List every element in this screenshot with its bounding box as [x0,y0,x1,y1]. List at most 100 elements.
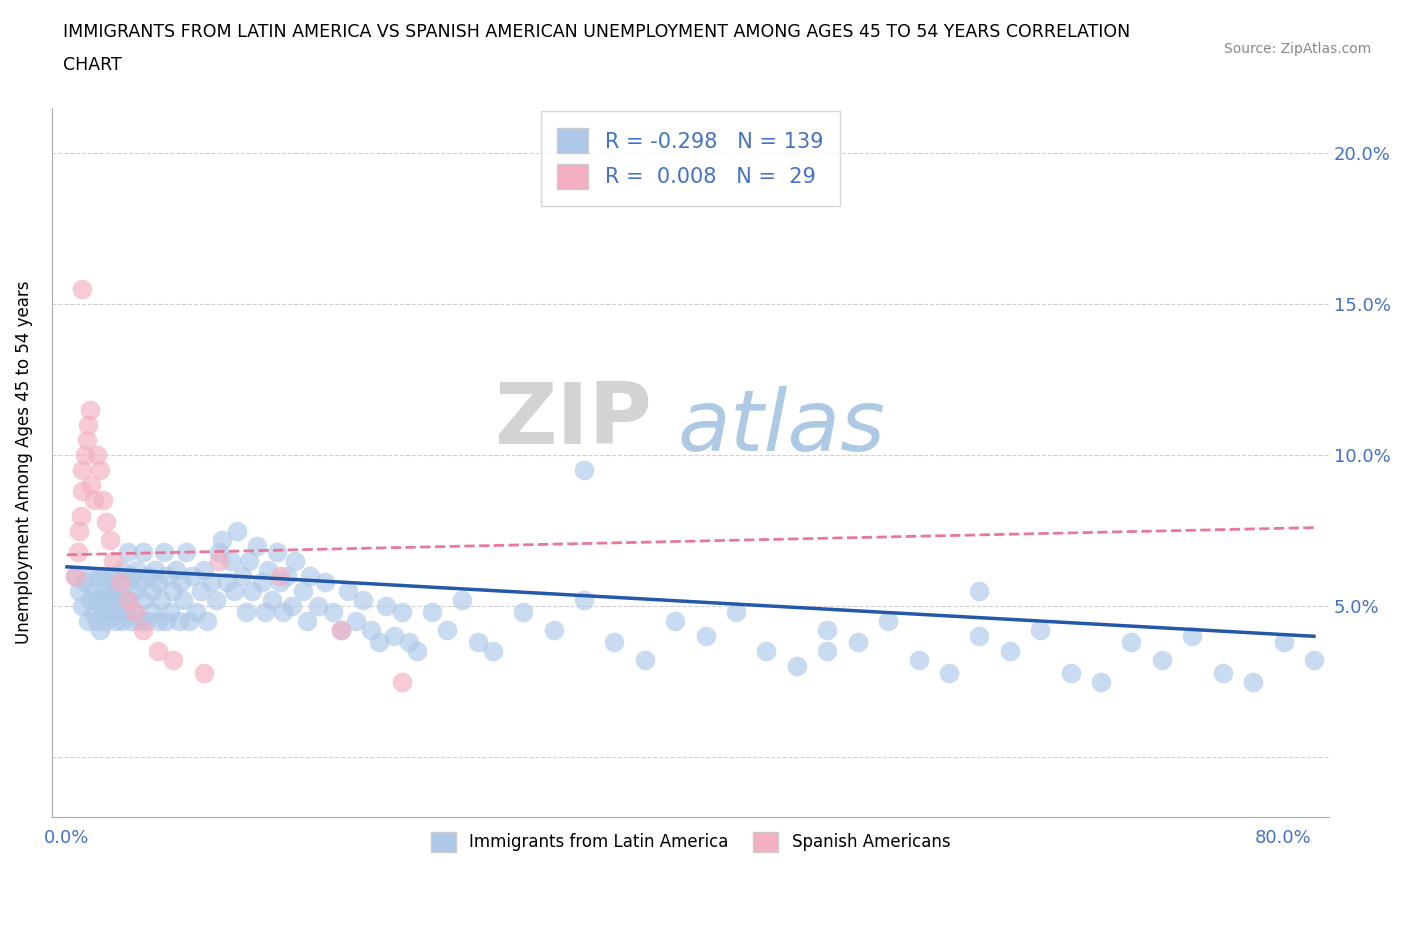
Point [226,524,249,538]
Point [398,635,420,650]
Point [80,478,103,493]
Point [543,623,565,638]
Point [284,553,307,568]
Point [174,544,197,559]
Point [156,568,179,583]
Point [375,599,398,614]
Point [76,432,98,447]
Point [391,604,413,619]
Point [66,544,89,559]
Point [695,629,717,644]
Point [122,604,145,619]
Point [80,568,103,583]
Point [235,604,257,619]
Point [129,575,152,590]
Point [108,575,131,590]
Point [634,653,657,668]
Text: Source: ZipAtlas.com: Source: ZipAtlas.com [1223,42,1371,56]
Point [129,614,152,629]
Point [512,604,534,619]
Point [231,568,253,583]
Point [67,583,90,598]
Point [190,583,212,598]
Point [117,592,139,607]
Point [96,514,118,529]
Point [246,538,269,553]
Point [98,583,121,598]
Point [1150,653,1173,668]
Point [86,447,108,462]
Point [117,544,139,559]
Point [148,644,170,658]
Point [262,592,284,607]
Point [998,644,1021,658]
Point [238,553,260,568]
Point [132,592,155,607]
Point [125,563,148,578]
Point [211,532,233,547]
Point [77,418,100,432]
Point [70,484,93,498]
Point [367,635,389,650]
Point [200,575,222,590]
Point [165,563,187,578]
Point [162,653,184,668]
Point [815,644,838,658]
Point [94,592,117,607]
Point [271,604,294,619]
Point [138,568,160,583]
Point [1272,635,1295,650]
Point [907,653,929,668]
Point [391,674,413,689]
Point [108,592,131,607]
Point [67,524,90,538]
Point [250,575,273,590]
Point [101,592,124,607]
Point [269,575,291,590]
Point [297,614,319,629]
Point [664,614,686,629]
Point [299,568,322,583]
Point [69,508,91,523]
Point [101,568,124,583]
Point [172,592,194,607]
Text: atlas: atlas [678,386,886,469]
Point [725,604,748,619]
Point [93,604,115,619]
Point [83,493,105,508]
Text: ZIP: ZIP [495,379,652,461]
Point [938,665,960,680]
Point [148,575,170,590]
Point [132,623,155,638]
Point [104,583,127,598]
Point [815,623,838,638]
Point [877,614,900,629]
Point [83,604,105,619]
Point [107,604,129,619]
Point [360,623,382,638]
Point [436,623,458,638]
Point [1059,665,1081,680]
Point [307,599,329,614]
Point [1029,623,1052,638]
Point [155,614,177,629]
Point [224,583,246,598]
Point [344,614,367,629]
Point [195,614,218,629]
Point [75,575,97,590]
Point [177,614,200,629]
Point [93,493,115,508]
Point [969,629,991,644]
Point [89,463,111,478]
Point [276,568,298,583]
Point [159,604,181,619]
Point [405,644,427,658]
Point [1212,665,1234,680]
Point [337,583,360,598]
Point [420,604,443,619]
Point [572,463,595,478]
Point [111,614,134,629]
Point [215,575,238,590]
Point [281,599,304,614]
Point [111,563,134,578]
